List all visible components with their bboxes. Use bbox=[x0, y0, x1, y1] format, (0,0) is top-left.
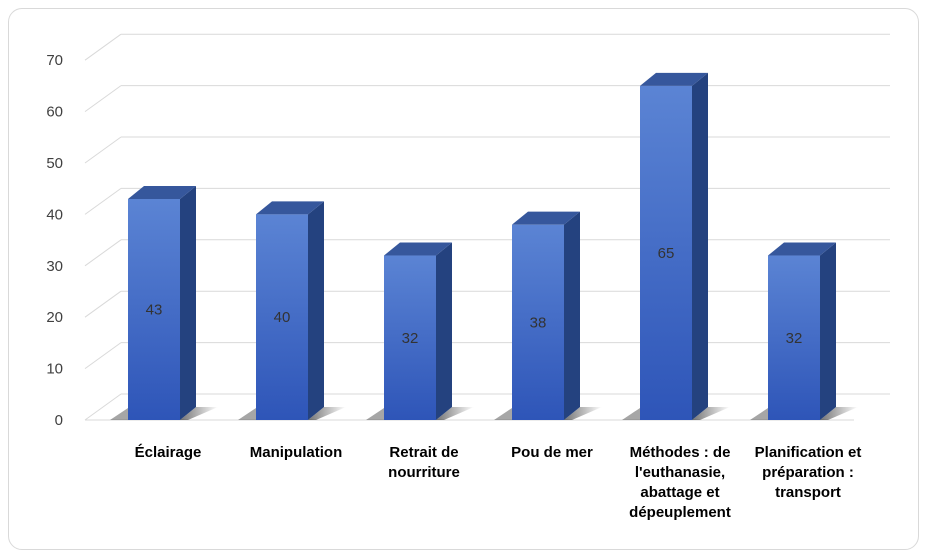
y-tick-label: 40 bbox=[46, 206, 63, 223]
bar-side bbox=[820, 242, 836, 420]
x-tick-label: Planification et préparation : transport bbox=[755, 444, 862, 501]
bar-side bbox=[180, 185, 196, 420]
bar-front bbox=[512, 224, 564, 420]
bar bbox=[622, 72, 730, 421]
data-labels: 43 40 32 38 65 32 bbox=[146, 245, 803, 347]
gridline-diagonal bbox=[84, 33, 122, 61]
gridline-diagonal bbox=[84, 187, 122, 215]
bar-top bbox=[768, 242, 836, 256]
y-tick-label: 0 bbox=[55, 412, 63, 429]
bar-shadow bbox=[820, 407, 858, 420]
y-tick-label: 30 bbox=[46, 258, 63, 275]
bar-shadow bbox=[308, 407, 346, 420]
bar-front bbox=[256, 214, 308, 420]
bar-shadow bbox=[692, 407, 730, 420]
bars bbox=[110, 72, 858, 421]
data-label: 32 bbox=[402, 330, 419, 347]
y-tick-label: 70 bbox=[46, 52, 63, 69]
bar-front bbox=[128, 198, 180, 420]
bar-top bbox=[512, 211, 580, 225]
gridline-diagonal bbox=[84, 393, 122, 421]
y-tick-label: 20 bbox=[46, 309, 63, 326]
x-axis: Éclairage Manipulation Retrait de nourritur… bbox=[135, 444, 862, 521]
bar-top bbox=[640, 72, 708, 86]
bar-shadow bbox=[436, 407, 474, 420]
bar bbox=[110, 185, 218, 420]
gridline-diagonal bbox=[84, 136, 122, 164]
gridline-diagonal bbox=[84, 342, 122, 370]
y-tick-label: 60 bbox=[46, 104, 63, 121]
bar-top bbox=[128, 185, 196, 199]
bar-side bbox=[308, 201, 324, 420]
bar-top bbox=[384, 242, 452, 256]
x-tick-label: Méthodes : de l'euthanasie, abattage et dép… bbox=[629, 444, 731, 521]
bar bbox=[366, 242, 474, 420]
x-tick-label: Manipulation bbox=[250, 444, 343, 461]
x-tick-label: Pou de mer bbox=[511, 444, 593, 461]
bar-front bbox=[768, 255, 820, 420]
y-axis: 0 10 20 30 40 50 60 70 bbox=[46, 52, 63, 429]
gridline-diagonal bbox=[84, 85, 122, 113]
gridline-diagonal bbox=[84, 290, 122, 318]
y-tick-label: 10 bbox=[46, 361, 63, 378]
bar bbox=[238, 201, 346, 420]
bar-side bbox=[436, 242, 452, 420]
x-tick-label: Éclairage bbox=[135, 444, 202, 461]
bar-shadow bbox=[564, 407, 602, 420]
bar-side bbox=[692, 72, 708, 421]
data-label: 43 bbox=[146, 301, 163, 318]
bar-chart: 0 10 20 30 40 50 60 70 43 40 32 38 65 32 Éclairage Ma… bbox=[46, 33, 890, 521]
bar-front bbox=[640, 85, 692, 421]
bar-shadow bbox=[180, 407, 218, 420]
x-tick-label: Retrait de nourriture bbox=[388, 444, 460, 481]
data-label: 40 bbox=[274, 309, 291, 326]
data-label: 32 bbox=[786, 330, 803, 347]
bar-side bbox=[564, 211, 580, 420]
bar-front bbox=[384, 255, 436, 420]
y-tick-label: 50 bbox=[46, 155, 63, 172]
gridline-diagonal bbox=[84, 239, 122, 267]
data-label: 38 bbox=[530, 314, 547, 331]
bar bbox=[494, 211, 602, 420]
gridlines bbox=[84, 33, 890, 421]
data-label: 65 bbox=[658, 245, 675, 262]
bar-top bbox=[256, 201, 324, 215]
bar bbox=[750, 242, 858, 420]
